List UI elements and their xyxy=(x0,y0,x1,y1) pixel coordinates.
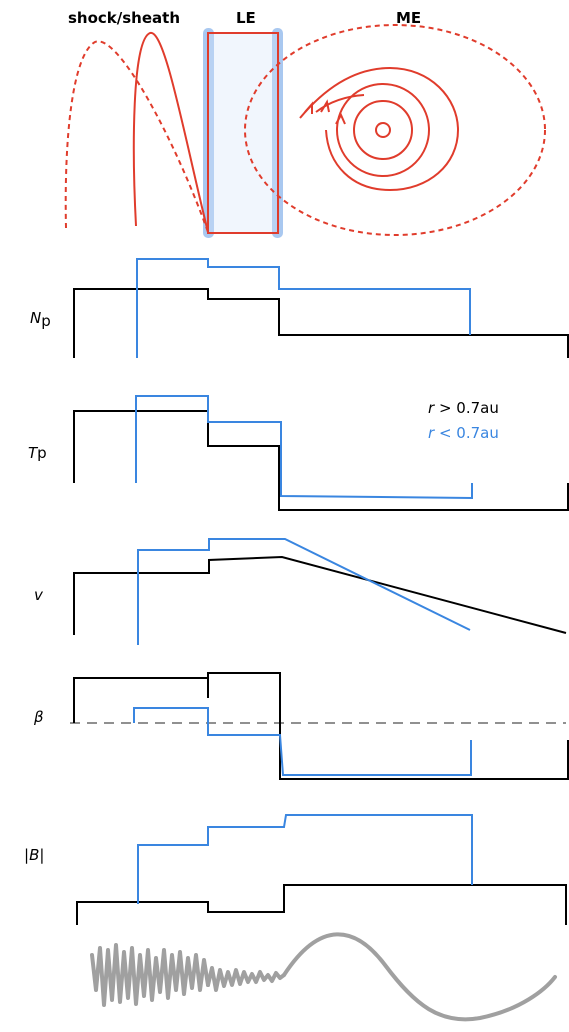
schematic-sketch xyxy=(64,24,546,238)
sheath-dashed-field-line xyxy=(64,40,209,233)
panel-np xyxy=(73,258,569,358)
legend-blue-entry: r < 0.7au xyxy=(428,424,499,442)
panel-label-beta: β xyxy=(33,708,44,726)
panel-v xyxy=(73,538,567,645)
np-black-trace xyxy=(73,288,569,358)
me-ring-2 xyxy=(353,100,413,160)
panel-label-tp: Tp xyxy=(28,444,47,462)
le-region-fill xyxy=(208,33,278,233)
v-black-trace xyxy=(73,555,567,635)
region-label-shock-sheath: shock/sheath xyxy=(68,9,180,27)
region-label-le: LE xyxy=(236,9,256,27)
b-blue-trace xyxy=(137,814,473,904)
panel-tp xyxy=(73,395,569,511)
tp-blue-trace xyxy=(135,395,473,500)
me-ring-core xyxy=(375,122,391,138)
beta-blue-trace xyxy=(133,707,472,776)
panel-label-b: |B| xyxy=(24,846,44,864)
le-flux-rectangle xyxy=(207,32,279,234)
region-label-me: ME xyxy=(396,9,421,27)
sheath-turbulence-wave xyxy=(90,943,210,1007)
beta-black-trace xyxy=(73,672,569,780)
panel-beta xyxy=(70,672,569,780)
panel-label-v: v xyxy=(34,586,44,604)
legend-black-entry: r > 0.7au xyxy=(428,399,499,417)
v-blue-trace xyxy=(137,538,471,645)
me-arrow-2 xyxy=(320,99,330,113)
me-spiral-outer xyxy=(299,66,460,192)
field-oscillation-sketch xyxy=(90,932,557,1022)
sheath-solid-field-line xyxy=(132,32,209,233)
np-blue-trace xyxy=(136,258,471,358)
panel-b xyxy=(76,814,567,925)
b-black-trace xyxy=(76,884,567,925)
le-small-wave xyxy=(206,966,286,992)
me-outer-dashed-loop xyxy=(244,24,546,236)
me-arrow-1 xyxy=(304,101,313,114)
me-spiral-tail xyxy=(315,94,365,113)
panel-label-np: Np xyxy=(30,309,51,330)
me-smooth-rotation xyxy=(282,932,557,1022)
tp-black-trace xyxy=(73,410,569,511)
me-ring-3 xyxy=(336,83,430,177)
me-arrow-3 xyxy=(335,112,346,125)
